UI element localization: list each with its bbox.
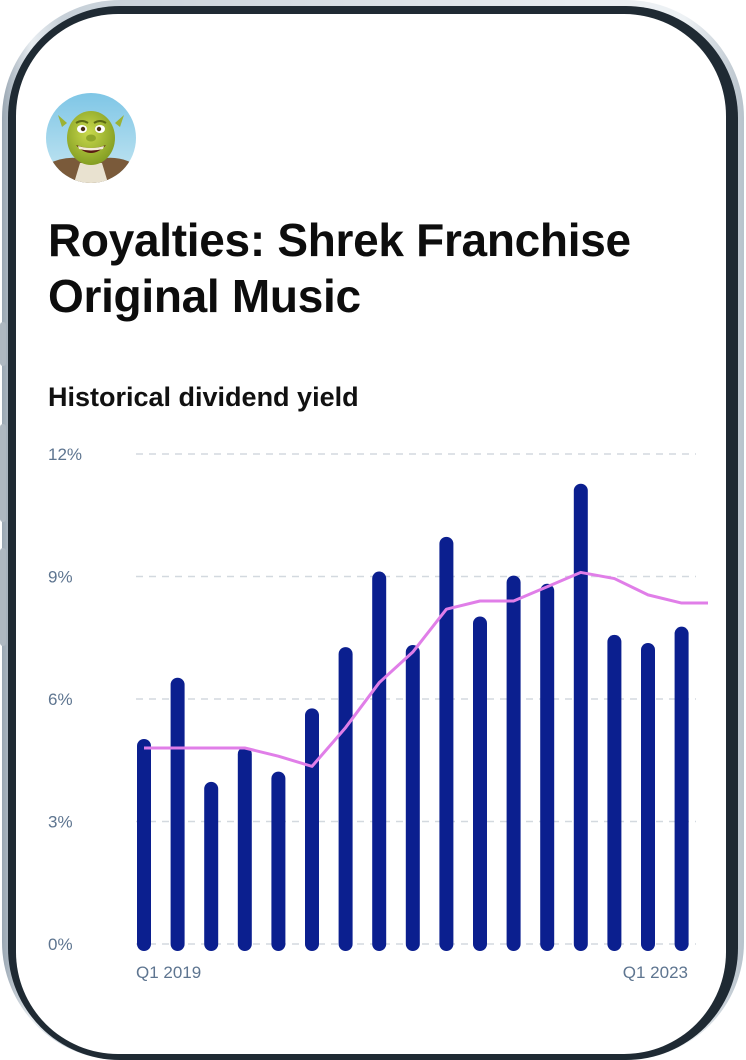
line-series (144, 570, 708, 768)
y-axis-ticks: 12% 9% 6% 3% 0% (48, 445, 82, 954)
x-tick-label-end: Q1 2023 (623, 963, 688, 982)
ogre-avatar-icon (46, 93, 136, 183)
volume-down-button (0, 548, 6, 646)
mute-switch (0, 322, 6, 366)
x-tick-label-start: Q1 2019 (136, 963, 201, 982)
y-tick-label: 9% (48, 568, 73, 587)
x-axis-ticks: Q1 2019 Q1 2023 (136, 963, 688, 982)
yield-trend-line (144, 570, 708, 768)
y-tick-label: 3% (48, 813, 73, 832)
y-tick-label: 6% (48, 690, 73, 709)
page-title: Royalties: Shrek Franchise Original Musi… (48, 214, 631, 322)
volume-up-button (0, 424, 6, 522)
chart-subtitle: Historical dividend yield (48, 382, 359, 412)
dividend-yield-chart: 12% 9% 6% 3% 0% Q1 2019 Q1 2023 (48, 445, 708, 982)
bar-series (137, 483, 689, 951)
y-tick-label: 12% (48, 445, 82, 464)
y-tick-label: 0% (48, 935, 73, 954)
